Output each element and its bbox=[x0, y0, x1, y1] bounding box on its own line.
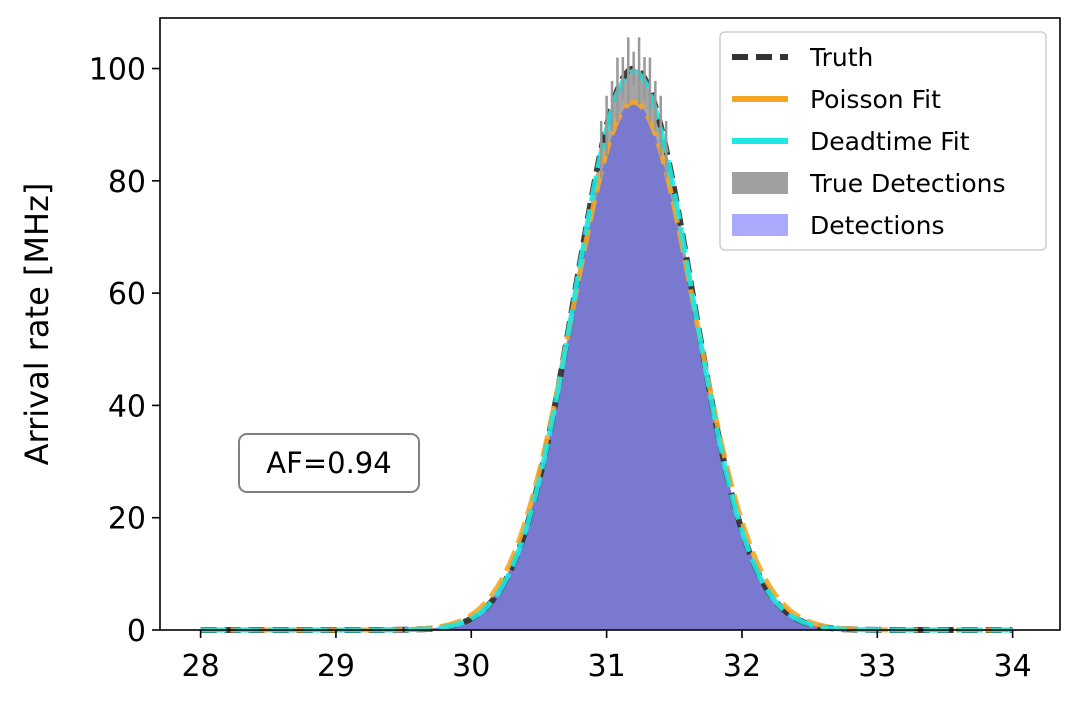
legend-label: Truth bbox=[809, 43, 873, 72]
histogram-fills bbox=[200, 68, 1013, 630]
legend-label: Deadtime Fit bbox=[810, 127, 970, 156]
overlap-fill bbox=[200, 102, 1013, 630]
legend-label: Poisson Fit bbox=[810, 85, 941, 114]
y-tick-label: 80 bbox=[108, 165, 146, 200]
x-axis: 28 29 30 31 32 33 34 bbox=[182, 630, 1032, 684]
x-tick-label: 31 bbox=[588, 649, 626, 684]
x-tick-label: 30 bbox=[452, 649, 490, 684]
legend-swatch bbox=[732, 172, 788, 194]
x-tick-label: 29 bbox=[317, 649, 355, 684]
plot-frame bbox=[159, 17, 1061, 631]
legend-swatch bbox=[732, 214, 788, 236]
annotation-text: AF=0.94 bbox=[266, 446, 391, 480]
y-tick-label: 100 bbox=[89, 53, 146, 88]
y-tick-label: 0 bbox=[127, 614, 146, 649]
legend-label: True Detections bbox=[809, 169, 1006, 198]
y-axis-label: Arrival rate [MHz] bbox=[18, 183, 56, 466]
x-tick-label: 28 bbox=[182, 649, 220, 684]
legend-label: Detections bbox=[810, 211, 944, 240]
y-tick-label: 60 bbox=[108, 277, 146, 312]
x-tick-label: 33 bbox=[858, 649, 896, 684]
annotation-box: AF=0.94 bbox=[238, 433, 420, 493]
error-bars bbox=[599, 37, 668, 179]
y-tick-label: 20 bbox=[108, 502, 146, 537]
legend: Truth Poisson Fit Deadtime Fit True Detecti… bbox=[719, 31, 1047, 251]
y-tick-label: 40 bbox=[108, 389, 146, 424]
x-tick-label: 32 bbox=[723, 649, 761, 684]
y-axis: 0 20 40 60 80 100 bbox=[89, 53, 160, 649]
x-tick-label: 34 bbox=[994, 649, 1032, 684]
